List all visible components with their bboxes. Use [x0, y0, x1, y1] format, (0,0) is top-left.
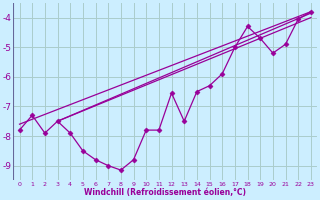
X-axis label: Windchill (Refroidissement éolien,°C): Windchill (Refroidissement éolien,°C): [84, 188, 246, 197]
